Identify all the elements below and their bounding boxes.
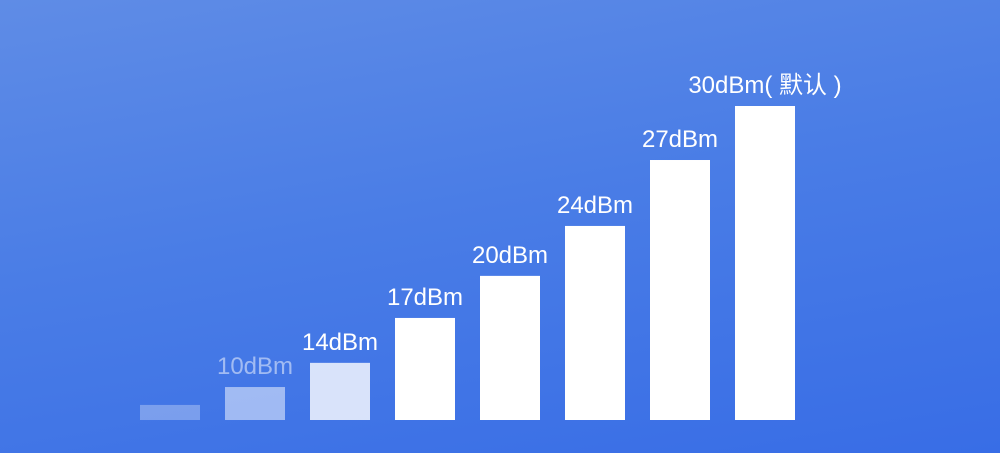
bar-label: 14dBm	[302, 329, 378, 356]
bar-label: 30dBm( 默认 )	[688, 72, 841, 99]
bar	[650, 160, 710, 420]
bar	[565, 225, 625, 420]
bar	[735, 106, 795, 420]
bar	[395, 317, 455, 420]
bar	[480, 275, 540, 420]
bar-label: 24dBm	[557, 192, 633, 219]
bar	[140, 404, 200, 420]
bar-label: 17dBm	[387, 284, 463, 311]
bar-label: 27dBm	[642, 126, 718, 153]
bar-label: 20dBm	[472, 242, 548, 269]
bar	[225, 387, 285, 420]
bar-label: 10dBm	[217, 353, 293, 380]
bar	[310, 362, 370, 420]
